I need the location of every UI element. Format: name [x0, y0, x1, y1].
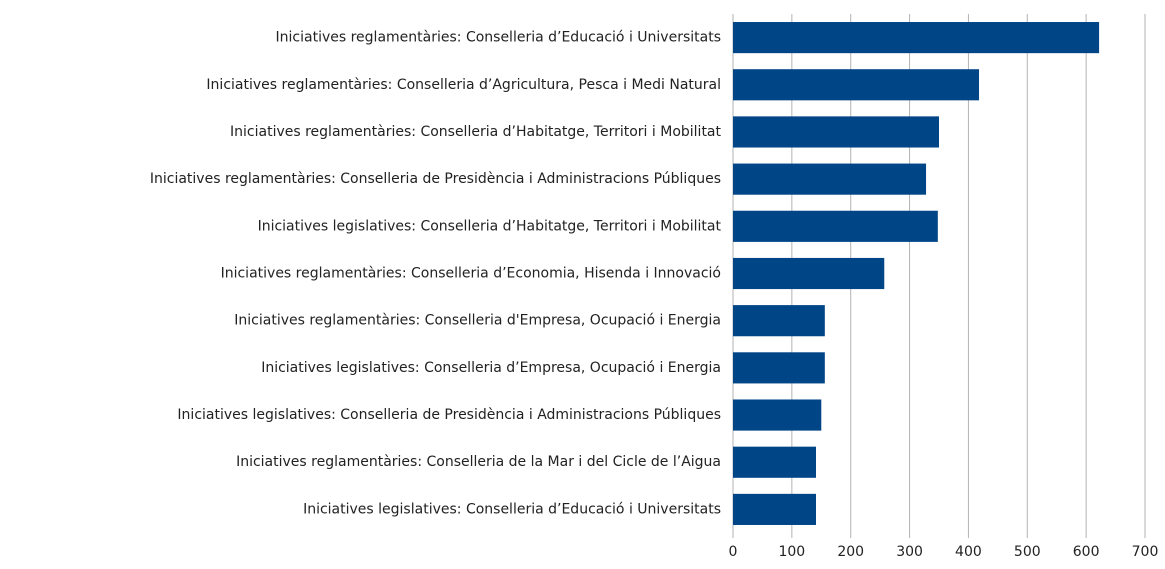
x-tick-label: 300 — [896, 544, 923, 560]
y-tick-label: Iniciatives reglamentàries: Conselleria … — [221, 266, 721, 282]
bar — [733, 446, 816, 478]
bar — [733, 305, 825, 337]
y-tick-label: Iniciatives legislatives: Conselleria d’… — [303, 501, 721, 517]
bar — [733, 22, 1100, 54]
x-tick-label: 100 — [778, 544, 805, 560]
y-tick-label: Iniciatives reglamentàries: Conselleria … — [150, 171, 721, 187]
bar — [733, 493, 816, 525]
y-tick-label: Iniciatives reglamentàries: Conselleria … — [276, 30, 721, 46]
x-tick-label: 600 — [1073, 544, 1100, 560]
bar — [733, 163, 927, 195]
x-tick-label: 500 — [1014, 544, 1041, 560]
y-tick-label: Iniciatives legislatives: Conselleria d’… — [261, 360, 721, 376]
y-tick-label: Iniciatives reglamentàries: Conselleria … — [206, 77, 721, 93]
x-tick-label: 700 — [1132, 544, 1159, 560]
bar — [733, 399, 822, 431]
bar — [733, 352, 825, 384]
y-tick-label: Iniciatives reglamentàries: Conselleria … — [234, 313, 721, 329]
y-tick-label: Iniciatives reglamentàries: Conselleria … — [230, 124, 721, 140]
x-tick-label: 200 — [837, 544, 864, 560]
bar — [733, 69, 980, 101]
bar — [733, 116, 939, 148]
y-tick-label: Iniciatives legislatives: Conselleria d’… — [258, 218, 722, 234]
y-tick-label: Iniciatives legislatives: Conselleria de… — [177, 407, 721, 423]
bar — [733, 257, 885, 290]
y-tick-label: Iniciatives reglamentàries: Conselleria … — [236, 454, 721, 470]
x-tick-label: 0 — [729, 544, 738, 560]
x-tick-label: 400 — [955, 544, 982, 560]
bar — [733, 210, 938, 242]
